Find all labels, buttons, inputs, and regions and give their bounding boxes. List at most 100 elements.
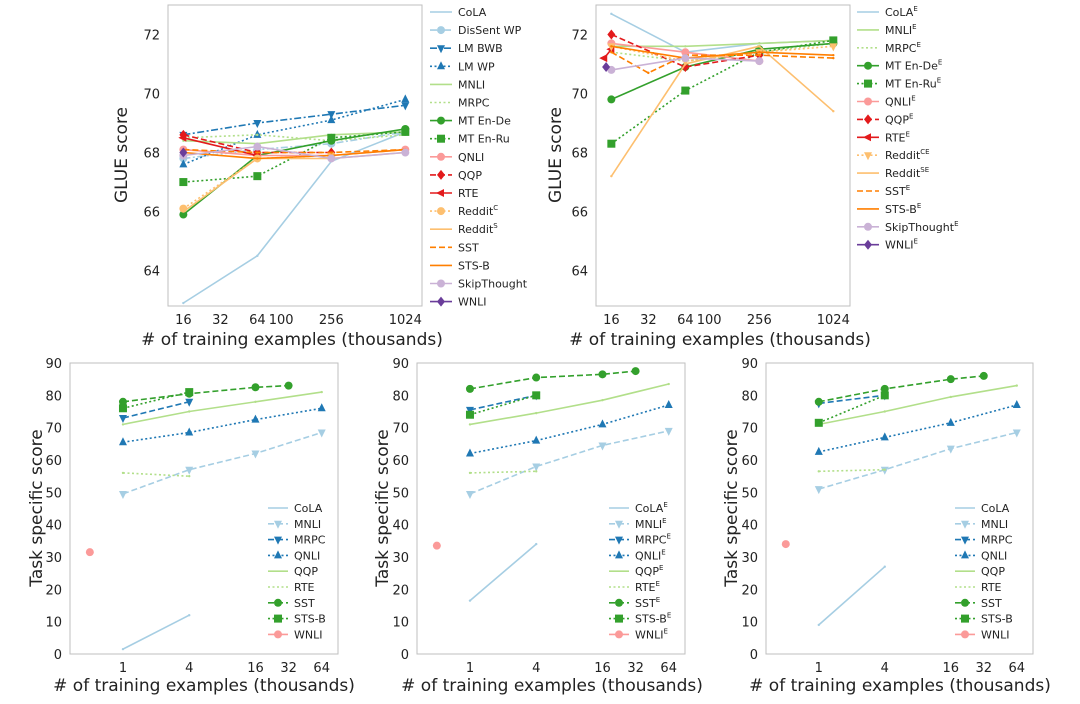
y-tick-label: 0 [750,648,758,663]
legend-item: RTEE [609,580,660,594]
x-tick-label: 32 [280,661,297,676]
y-tick-label: 90 [741,357,758,372]
legend-item: LM BWB [430,42,503,55]
data-point [465,410,474,419]
series-cola-e [468,542,538,602]
legend-label: QNLI [981,549,1007,562]
data-point [465,384,474,393]
x-tick-label: 64 [1008,661,1025,676]
data-point [320,390,323,394]
y-axis-label: Task specific score [373,429,393,587]
legend-label: WNLIE [635,627,668,641]
data-point [817,623,820,627]
legend: CoLA MNLI MRPC QNLI QQP RTE SST STS-B WNLI [268,502,326,641]
y-tick-label: 20 [392,583,409,598]
data-point [814,418,823,427]
data-point [610,174,613,178]
data-point [256,254,259,258]
legend-item: WNLI [955,628,1009,641]
series-rte-e [468,470,538,475]
series-lm-wp [179,94,410,168]
x-tick-label: 16 [247,661,264,676]
legend-label: MNLIE [885,23,917,37]
x-tick-label: 64 [313,661,330,676]
legend-item: QNLI [430,151,484,164]
legend-marker [615,598,623,607]
y-tick-label: 40 [45,519,62,534]
legend-label: WNLI [294,628,322,641]
legend-label: SST [294,597,315,610]
legend-label: QQPE [635,564,663,578]
y-tick-label: 64 [571,265,588,280]
series-line-reddit-c [182,154,332,210]
legend-item: SkipThought [430,278,528,291]
series-line-rte [818,468,885,473]
chart-panel-3: 0 10 20 30 40 50 60 70 80 90 1 4 16 32 64# of training… [27,357,355,696]
data-point [880,384,889,393]
series-qqp [817,384,1018,426]
series-mrpc-e [465,392,541,415]
series-line-qqp-e [469,383,669,426]
legend-label: RTEE [885,130,910,144]
legend-marker [961,536,969,545]
series-cola [817,565,886,627]
series-line-rte [122,472,190,477]
series-line-qqp [818,384,1017,426]
legend-marker [615,614,623,623]
legend-label: SSTE [635,596,660,610]
legend-item: CoLA [268,502,323,515]
data-point [251,450,260,459]
data-point [684,62,687,66]
data-point [883,565,886,568]
legend-marker [437,61,445,70]
series-line-sst [122,384,289,403]
series-wnli [781,540,790,549]
legend-marker [437,279,445,288]
y-tick-label: 90 [392,357,409,372]
y-tick-label: 20 [741,583,758,598]
x-tick-label: 1 [466,661,474,676]
legend-label: CoLAE [885,5,918,19]
legend-label: QQP [458,169,482,182]
y-tick-label: 80 [392,389,409,404]
data-point [330,151,333,154]
legend-item: STS-B [955,613,1013,626]
legend-item: MT En-DeE [857,59,942,73]
data-point [758,45,761,48]
series-line-mnli [122,431,322,495]
data-point [610,45,613,48]
y-axis-label: GLUE score [112,107,132,203]
data-point [607,139,616,148]
data-point [817,470,820,473]
y-tick-label: 50 [741,486,758,501]
legend-item: STS-BE [857,202,921,216]
legend-marker [615,536,623,545]
data-point [758,42,761,45]
legend-item: LM WP [430,60,495,73]
y-tick-label: 0 [54,648,62,663]
data-point [121,647,125,651]
legend-item: MNLIE [609,517,667,531]
legend-label: RedditS [458,222,498,236]
legend-label: RedditC [458,204,498,218]
legend: CoLA DisSent WP LM BWB LM WP MNLI MRPC MT En-D… [430,6,528,309]
data-point [829,36,838,45]
series-mnli-e [465,427,673,499]
y-tick-label: 30 [392,551,409,566]
data-point [599,54,608,63]
series-qnli [814,400,1021,455]
data-point [118,490,127,499]
series-line-qqp-e [611,33,760,68]
x-tick-label: 4 [881,661,889,676]
legend-label: RTE [458,187,479,200]
series-line-qnli-e [469,404,669,455]
legend-label: QQP [981,565,1005,578]
data-point [601,398,604,402]
series-line-reddit-se [610,45,834,177]
data-point [185,427,194,436]
x-tick-label: 1024 [817,313,850,328]
legend-label: MT En-De [458,115,511,128]
data-point [118,414,127,423]
data-point [883,410,886,413]
